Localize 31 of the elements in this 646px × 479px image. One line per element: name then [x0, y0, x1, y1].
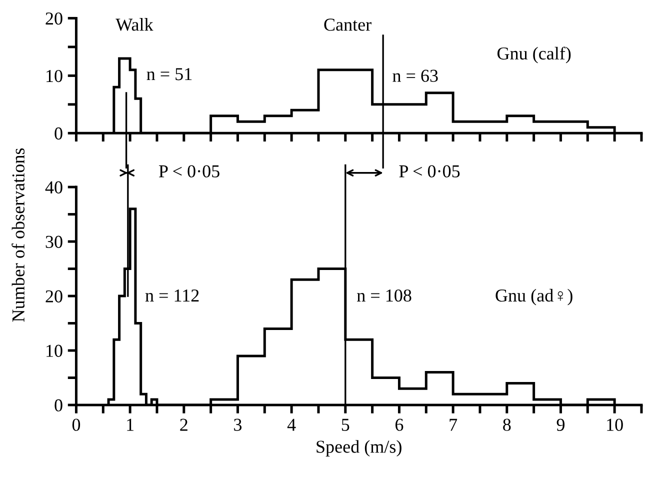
x-tick-label: 9 [556, 418, 565, 431]
x-tick-label: 2 [180, 418, 188, 431]
x-tick-label: 4 [287, 418, 296, 431]
x-tick-label: 7 [450, 418, 458, 431]
annotation: n = 51 [146, 68, 192, 80]
annotation: Walk [116, 18, 154, 31]
x-tick-label: 3 [234, 418, 242, 431]
y-tick-label: 40 [45, 181, 62, 194]
x-tick-label: 6 [395, 418, 404, 431]
y-tick-label: 10 [46, 70, 62, 82]
annotation: Gnu (ad♀) [496, 288, 572, 306]
y-tick-label: 30 [46, 236, 62, 248]
text: P < 0·05 [399, 165, 460, 178]
x-tick-label: 8 [503, 418, 511, 431]
text: P < 0·05 [158, 165, 220, 178]
x-tick-label: 1 [127, 418, 134, 431]
x-axis-title: Speed (m/s) [316, 440, 402, 456]
x-tick-label: 10 [607, 418, 623, 431]
x-tick-label: 0 [72, 418, 80, 431]
annotation: Canter [324, 18, 372, 31]
y-tick-label: 0 [54, 399, 62, 412]
annotation: n = 112 [145, 289, 199, 302]
x-tick-label: 5 [342, 418, 350, 431]
y-tick-label: 20 [46, 12, 62, 25]
y-tick-label: 0 [54, 127, 62, 140]
y-tick-label: 10 [46, 344, 62, 357]
y-axis-title: Number of observations [12, 148, 25, 322]
annotation: n = 108 [357, 289, 412, 302]
annotation: Gnu (calf) [497, 46, 571, 64]
y-tick-label: 20 [46, 290, 62, 302]
annotation: n = 63 [392, 70, 438, 82]
